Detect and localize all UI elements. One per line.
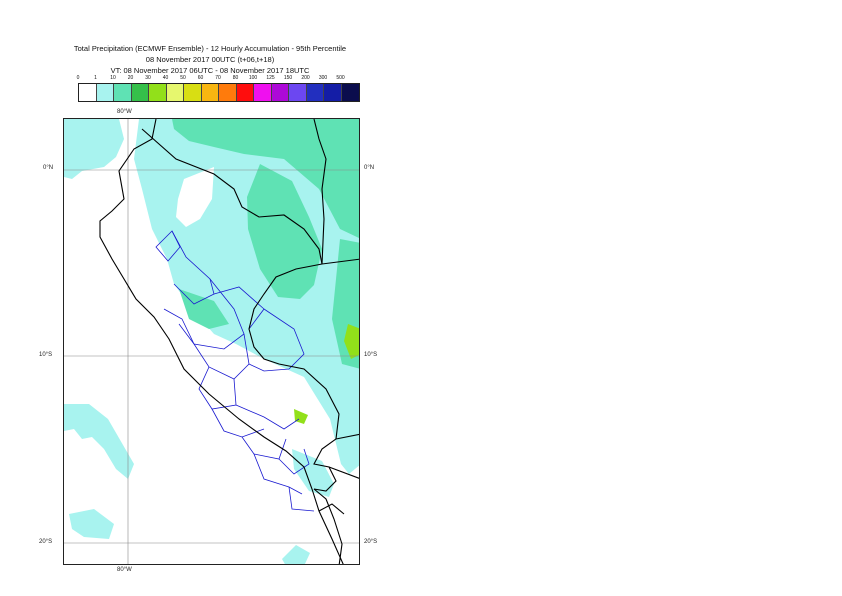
colorbar-level-label: 60 [197,75,204,81]
colorbar-swatch [219,84,237,101]
graticule [64,119,359,564]
lat-label-right-10s: 10°S [364,352,378,358]
colorbar-swatch [201,84,219,101]
colorbar-level-label: 30 [145,75,151,81]
map-title: Total Precipitation (ECMWF Ensemble) - 1… [73,44,347,53]
colorbar-swatch [96,84,114,101]
colorbar-level-label: 20 [127,75,134,81]
forecast-run-time: 08 November 2017 00UTC (t+06,t+18) [145,55,275,64]
colorbar-swatch [166,84,184,101]
colorbar-level-label: 0 [76,75,80,81]
colorbar-level-label: 500 [336,75,345,81]
colorbar-swatch [149,84,167,101]
colorbar-level-label: 200 [301,75,310,81]
lat-label-left-0: 0°N [43,165,54,171]
colorbar-level-label: 40 [162,75,169,81]
lat-label-left-10s: 10°S [39,352,53,358]
colorbar-swatch [324,84,342,101]
colorbar-swatch [184,84,202,101]
colorbar-swatch [254,84,272,101]
lon-label-top-80w: 80°W [117,109,132,115]
precipitation-map [63,118,360,565]
colorbar-swatch [271,84,289,101]
lat-label-right-0: 0°N [364,165,375,171]
colorbar-legend [78,83,360,102]
lon-label-bottom-80w: 80°W [117,567,132,573]
colorbar-level-label: 300 [318,75,328,81]
lat-label-left-20s: 20°S [39,539,53,545]
colorbar-swatch [306,84,324,101]
colorbar-level-label: 100 [248,75,258,81]
colorbar-level-label: 150 [283,75,293,81]
precip-gaps [176,167,306,393]
colorbar-swatch [236,84,254,101]
colorbar-swatch [114,84,132,101]
colorbar-level-label: 70 [215,75,221,81]
colorbar-level-label: 125 [266,75,275,81]
colorbar-swatch [289,84,307,101]
colorbar-swatch [79,84,97,101]
colorbar-level-label: 1 [94,75,97,81]
colorbar-swatch [131,84,149,101]
country-borders [99,119,359,564]
colorbar-level-label: 80 [232,75,239,81]
lat-label-right-20s: 20°S [364,539,378,545]
region-borders [155,230,315,512]
colorbar-swatch [341,84,359,101]
colorbar-level-label: 50 [180,75,186,81]
colorbar-level-label: 10 [110,75,116,81]
valid-time-range: VT: 08 November 2017 06UTC - 08 November… [110,66,310,75]
